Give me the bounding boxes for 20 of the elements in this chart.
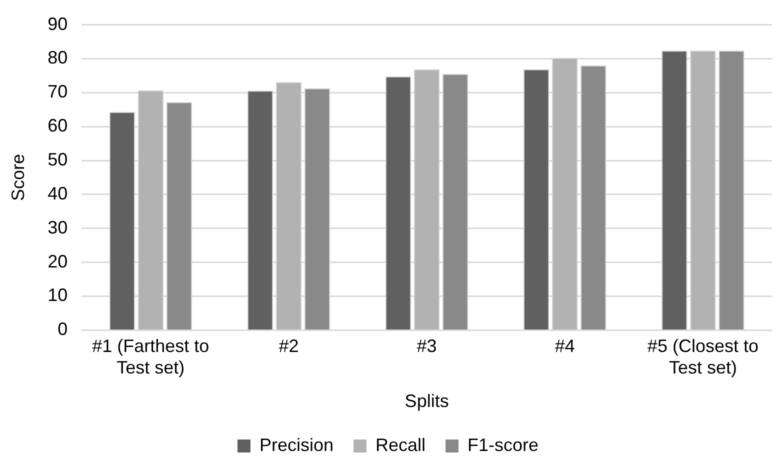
x-tick-label: #3	[416, 336, 437, 356]
x-tick-label: #4	[554, 336, 575, 356]
y-tick-label: 60	[48, 116, 68, 136]
legend-label: Precision	[259, 434, 334, 455]
y-tick-label: 30	[48, 217, 68, 238]
y-tick-label: 20	[48, 251, 68, 272]
x-tick-label: #2	[278, 336, 299, 356]
y-tick-label: 40	[48, 183, 68, 204]
legend-label: Recall	[376, 434, 426, 455]
y-axis-title: Score	[8, 154, 28, 202]
x-axis-title: Splits	[404, 391, 449, 412]
legend-label: F1-score	[468, 434, 539, 455]
y-tick-label: 10	[48, 285, 68, 306]
x-tick-label: #5 (Closest to Test set)	[647, 336, 758, 378]
y-tick-label: 70	[48, 82, 68, 102]
y-tick-label: 0	[58, 319, 68, 340]
y-tick-label: 80	[48, 48, 68, 68]
x-tick-label: #1 (Farthest to Test set)	[92, 336, 210, 378]
y-tick-label: 50	[48, 150, 68, 170]
y-tick-label: 90	[48, 14, 68, 34]
